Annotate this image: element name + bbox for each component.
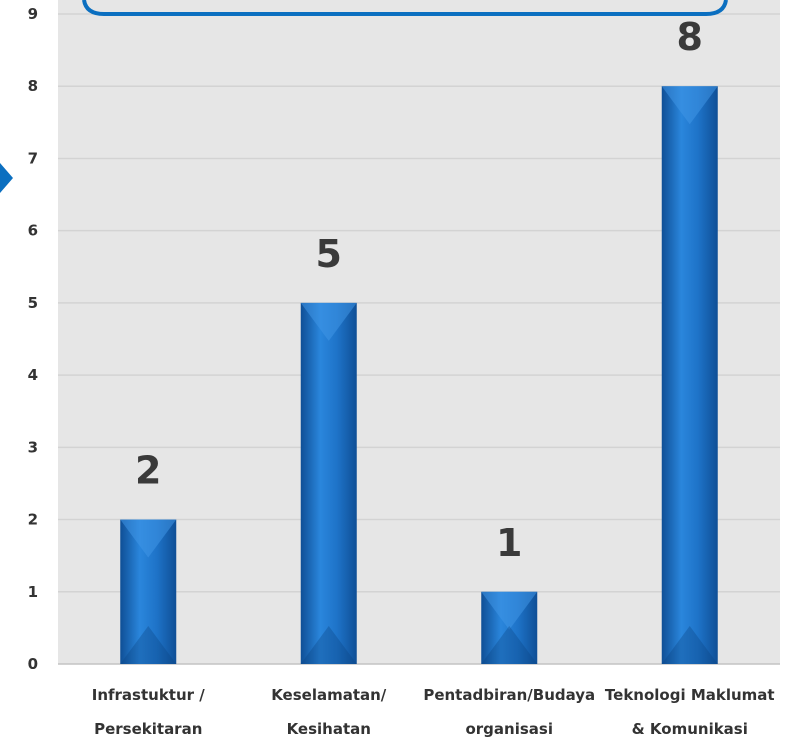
bar xyxy=(300,302,357,664)
data-label: 5 xyxy=(316,232,342,276)
bar-top-facet xyxy=(661,86,718,125)
x-tick-label: Persekitaran xyxy=(94,720,202,738)
bar-bottom-facet xyxy=(481,626,538,664)
y-tick-label: 9 xyxy=(28,5,38,23)
y-tick-label: 4 xyxy=(28,366,38,384)
y-tick-label: 6 xyxy=(28,222,38,240)
data-label: 8 xyxy=(677,15,703,59)
bar-top-facet xyxy=(300,302,357,341)
bar-bottom-facet xyxy=(661,626,718,664)
bar xyxy=(120,519,177,664)
y-tick-label: 5 xyxy=(28,294,38,312)
x-tick-label: Kesihatan xyxy=(287,720,371,738)
y-tick-label: 1 xyxy=(28,583,38,601)
y-tick-label: 0 xyxy=(28,655,38,673)
bar xyxy=(661,86,718,664)
bar-top-facet xyxy=(481,591,538,630)
x-tick-label: organisasi xyxy=(465,720,553,738)
y-tick-label: 7 xyxy=(28,149,38,167)
bar xyxy=(481,591,538,664)
data-label: 2 xyxy=(135,449,161,493)
bar-body xyxy=(300,302,357,664)
x-tick-label: Teknologi Maklumat xyxy=(605,686,775,704)
y-tick-label: 2 xyxy=(28,511,38,529)
y-tick-label: 8 xyxy=(28,77,38,95)
x-tick-label: & Komunikasi xyxy=(632,720,748,738)
bar-bottom-facet xyxy=(120,626,177,664)
bar-body xyxy=(661,86,718,664)
bar-top-facet xyxy=(120,519,177,558)
x-tick-label: Infrastuktur / xyxy=(92,686,206,704)
x-tick-label: Pentadbiran/Budaya xyxy=(423,686,595,704)
data-label: 1 xyxy=(496,521,522,565)
x-tick-label: Keselamatan/ xyxy=(271,686,387,704)
y-tick-label: 3 xyxy=(28,438,38,456)
arrow-marker-icon xyxy=(0,163,13,193)
bar-bottom-facet xyxy=(300,626,357,664)
header-frame-decoration xyxy=(82,0,728,16)
plot-area xyxy=(58,0,780,664)
